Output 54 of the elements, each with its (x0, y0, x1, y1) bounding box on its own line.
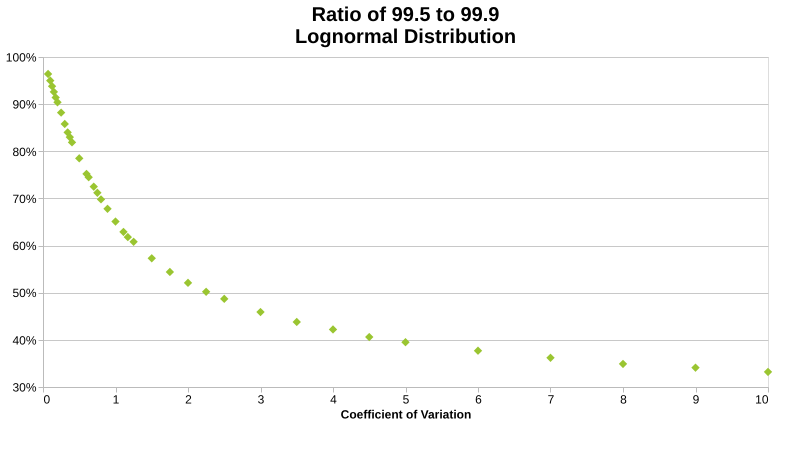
point (474, 346, 482, 355)
point (90, 182, 98, 191)
y-tick-label: 40% (12, 333, 37, 348)
y-tick-label: 30% (12, 380, 37, 394)
y-tick-label: 50% (12, 286, 37, 300)
point (691, 363, 700, 372)
point (48, 82, 56, 90)
point (292, 318, 301, 326)
point (103, 204, 112, 213)
x-tick-label: 8 (620, 392, 628, 406)
point (111, 217, 120, 226)
point (365, 332, 374, 342)
x-tick-label: 6 (475, 392, 482, 406)
y-tick-label: 100% (6, 50, 37, 64)
x-axis-title: Coefficient of Variation (340, 408, 472, 422)
x-tick-label: 2 (185, 392, 192, 406)
point (764, 368, 772, 376)
point (401, 338, 410, 346)
point (148, 254, 156, 262)
point (119, 228, 128, 236)
point (166, 268, 174, 276)
y-tick-label: 60% (12, 239, 37, 254)
point (44, 70, 52, 78)
point (546, 354, 555, 362)
point (56, 108, 66, 117)
point (256, 308, 265, 316)
point (66, 132, 74, 142)
x-tick-label: 7 (548, 392, 555, 406)
point (124, 232, 132, 242)
point (60, 120, 69, 128)
point (68, 138, 76, 147)
x-tick-label: 3 (258, 392, 265, 406)
x-tick-label: 4 (330, 392, 338, 406)
x-tick-label: 5 (402, 392, 410, 406)
point (220, 294, 228, 304)
x-tick-label: 1 (112, 392, 120, 406)
point (202, 288, 210, 296)
x-tick-label: 10 (755, 392, 769, 406)
y-tick-label: 70% (12, 192, 37, 206)
x-tick-label: 9 (692, 392, 700, 406)
x-tick-label: 0 (44, 392, 50, 406)
chart-title: Ratio of 99.5 to 99.9 Lognormal Distribution (294, 4, 516, 48)
point (46, 76, 54, 85)
point (93, 188, 102, 197)
y-tick-label: 90% (12, 98, 37, 112)
point (184, 278, 192, 287)
point (96, 195, 106, 204)
point (618, 360, 628, 368)
point (50, 88, 58, 96)
point (129, 238, 138, 246)
point (53, 98, 62, 106)
point (75, 154, 84, 163)
y-tick-label: 80% (12, 144, 37, 159)
point (328, 325, 338, 334)
